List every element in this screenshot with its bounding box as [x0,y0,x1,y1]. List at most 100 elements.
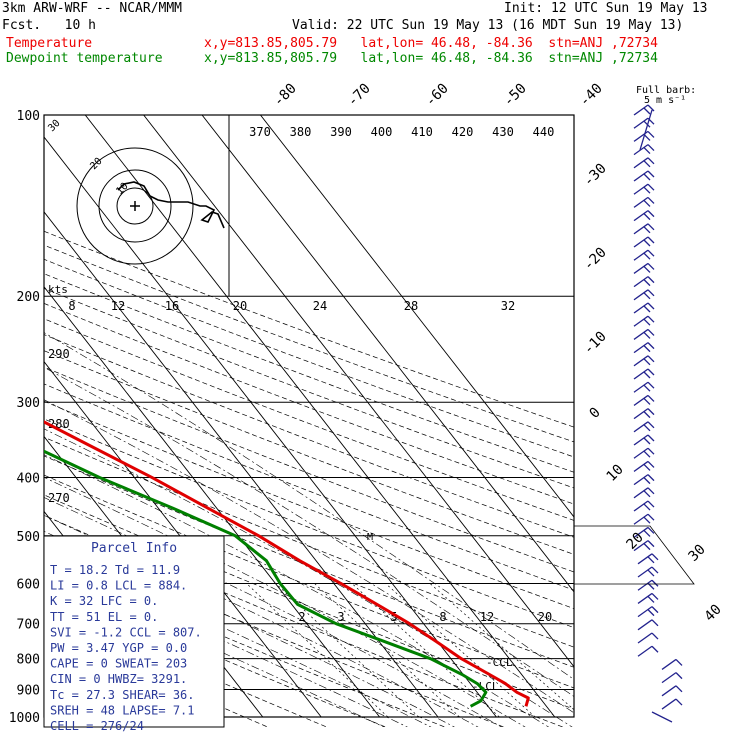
wind-barb [633,262,655,274]
dry-adiabat-line [44,318,574,521]
wind-barb [637,579,659,591]
wind-barb [633,302,655,314]
speed-tick-label: 24 [313,299,327,313]
wind-barb [633,223,655,235]
wind-barb [637,566,659,578]
wind-barb [633,196,655,208]
wind-barb [633,368,655,380]
theta-label: 430 [492,125,514,139]
wind-barb [639,109,653,151]
temperature-tick-label: -50 [501,81,530,110]
hodograph-ring [98,169,172,243]
mixing-ratio-label: 8 [439,610,446,624]
mixing-ratio-line [314,583,460,718]
moist-adiabat-line [44,332,574,680]
pressure-tick-label: 100 [17,109,40,124]
dry-adiabat-line [44,350,574,555]
temperature-tick-label: -30 [581,161,610,190]
wind-barb [633,236,655,248]
wind-barb [633,210,655,222]
parcel-info-row: SREH = 48 LAPSE= 7.1 [50,703,195,717]
pressure-tick-label: 800 [17,653,40,668]
wind-barb [633,474,655,486]
wind-barb [633,117,655,129]
theta-left-label: 270 [48,491,70,505]
hodograph-center-icon [130,201,140,211]
pressure-tick-label: 600 [17,577,40,592]
temperature-tick-label: -10 [581,329,610,358]
isotherm-line [260,115,574,518]
temperature-tick-label: 30 [686,542,709,565]
temperature-tick-label: 20 [624,530,647,553]
parcel-info-row: LI = 0.8 LCL = 884. [50,579,187,593]
wind-barb [633,157,655,169]
parcel-info-title: Parcel Info [91,541,177,556]
wind-barb [633,328,655,340]
wind-barb [633,170,655,182]
wind-barb [633,144,655,156]
wind-barb [633,289,655,301]
dry-adiabat-line [44,580,387,727]
isotherm-line [44,286,380,718]
wind-barb [637,592,659,604]
wind-barb [661,658,683,670]
dewpoint-location: x,y=813.85,805.79 lat,lon= 46.48, -84.36… [204,51,658,66]
isotherm-line [201,115,574,593]
parcel-info-row: PW = 3.47 YGP = 0.0 [50,641,187,655]
theta-label: 370 [249,125,271,139]
moist-adiabat-line [44,399,574,714]
pressure-tick-label: 1000 [9,711,40,726]
speed-tick-label: 12 [111,299,125,313]
wind-barb [633,421,655,433]
moist-adiabat-line [44,477,526,727]
speed-tick-label: 28 [404,299,418,313]
dry-adiabat-line [44,455,574,668]
barb-panel-edge [574,525,695,585]
theta-left-label: 290 [48,347,70,361]
chart-header: 3km ARW-WRF -- NCAR/MMM Init: 12 UTC Sun… [0,0,740,70]
hodograph-trace [117,181,225,229]
wind-barb [633,249,655,261]
dewpoint-profile-line [44,449,488,708]
theta-label: 420 [452,125,474,139]
wind-legend-title: Full barb: [636,85,696,96]
model-title: 3km ARW-WRF -- NCAR/MMM [2,1,183,16]
isotherm-line [84,115,556,718]
wind-barb [633,500,655,512]
wind-barb [637,606,659,618]
wind-barb [633,447,655,459]
wind-legend-units: 5 m s⁻¹ [644,95,686,106]
temperature-profile-line [44,420,530,707]
isotherm-line [44,211,439,718]
temperature-location: x,y=813.85,805.79 lat,lon= 46.48, -84.36… [204,36,658,51]
hodograph-ring [76,147,194,265]
mixing-ratio-line [351,583,500,718]
wind-barb [633,434,655,446]
wind-barb [633,104,655,116]
dry-adiabat-line [44,303,574,505]
parcel-info-row: CAPE = 0 SWEAT= 203 [50,657,187,671]
pressure-tick-label: 300 [17,396,40,411]
parcel-info-row: TT = 51 EL = 0. [50,610,158,624]
dry-adiabat-line [44,436,574,648]
mixing-ratio-line [246,583,389,718]
temperature-tick-label: -80 [271,81,300,110]
wind-barb [637,619,659,631]
parcel-info-row: CIN = 0 HWBZ= 3291. [50,672,187,686]
theta-label: 400 [371,125,393,139]
dry-adiabat-line [44,273,574,473]
wind-barb [633,487,655,499]
temperature-tick-label: -60 [423,81,452,110]
wind-barb [633,408,655,420]
hodograph-ring-label: 30 [46,118,62,134]
wind-barb [633,540,655,552]
pressure-tick-label: 900 [17,683,40,698]
wind-barb [633,526,655,538]
wind-barb [633,276,655,288]
parcel-info-row: K = 32 LFC = 0. [50,594,158,608]
parcel-info-row: T = 18.2 Td = 11.9 [50,563,180,577]
pressure-tick-label: 700 [17,618,40,633]
plot-frame [43,114,575,718]
pressure-tick-label: 500 [17,530,40,545]
